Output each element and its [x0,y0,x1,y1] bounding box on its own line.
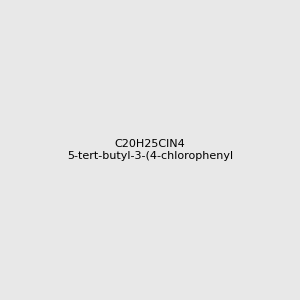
Text: C20H25ClN4
5-tert-butyl-3-(4-chlorophenyl: C20H25ClN4 5-tert-butyl-3-(4-chloropheny… [67,139,233,161]
